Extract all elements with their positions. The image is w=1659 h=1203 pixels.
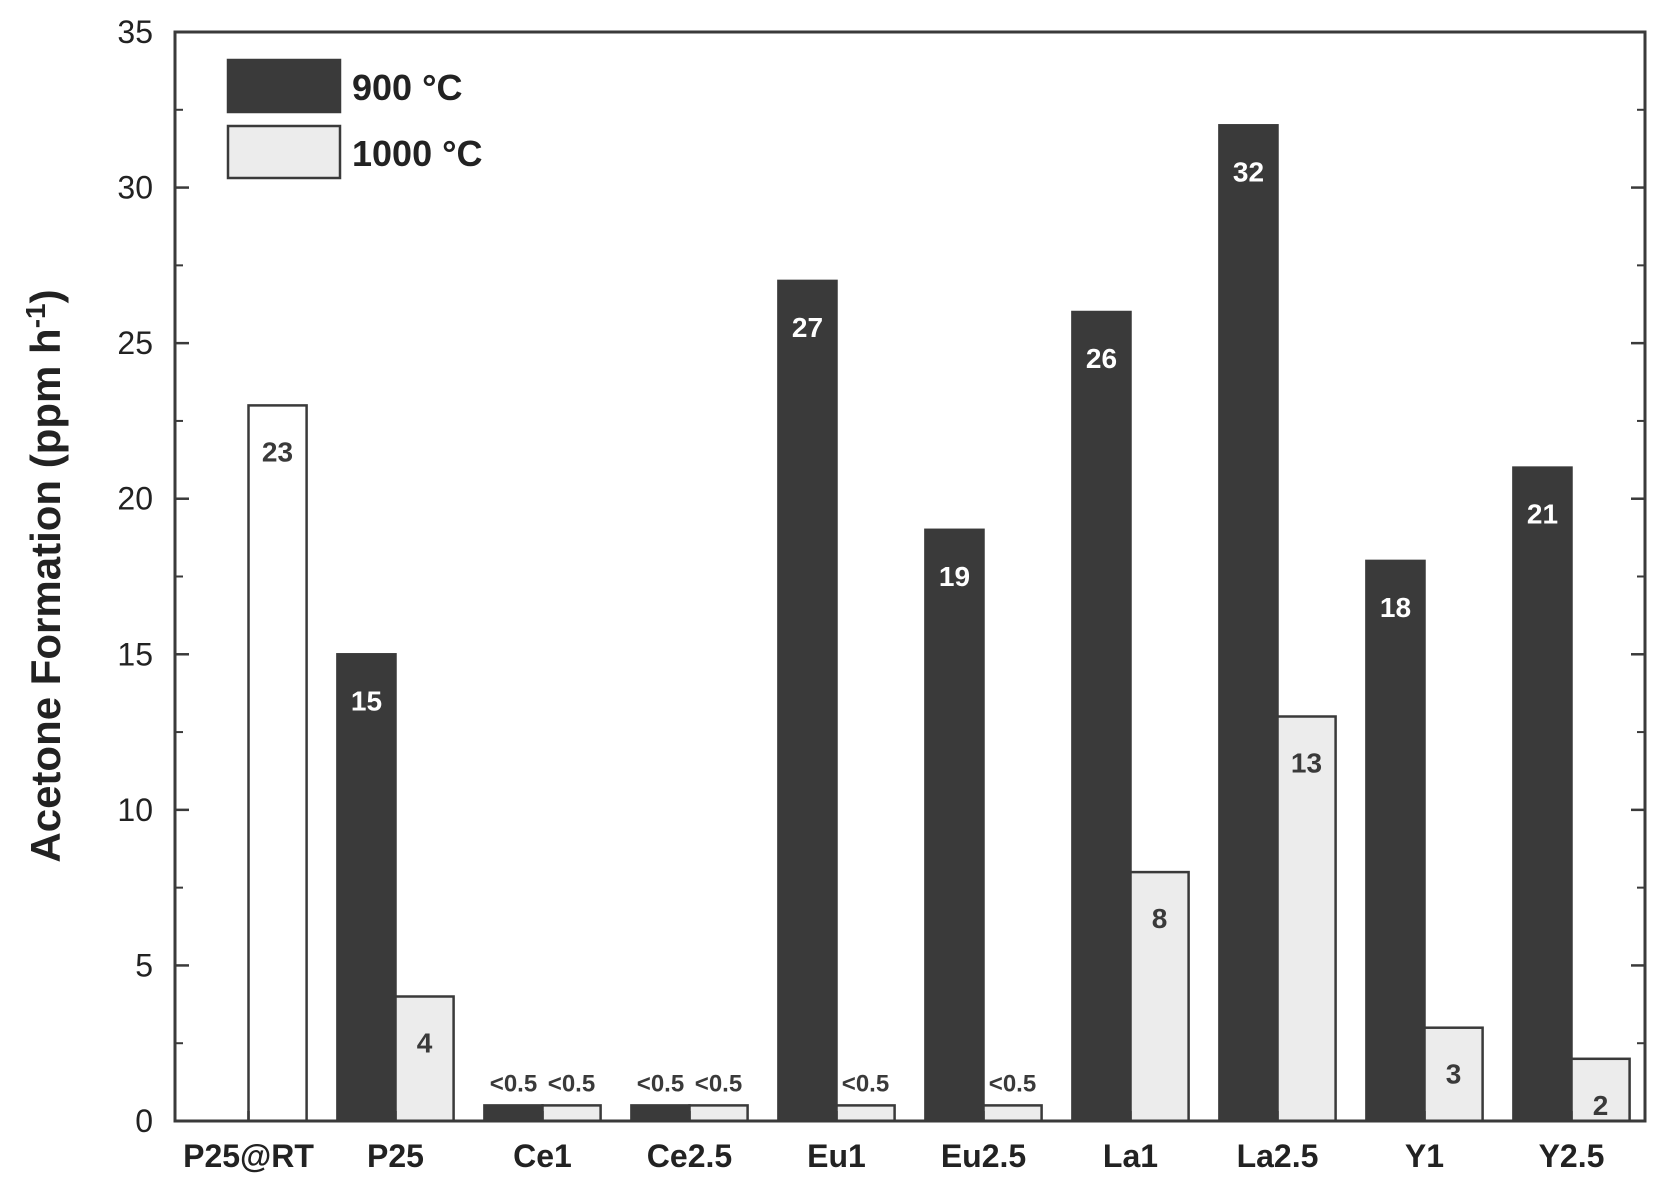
legend-swatch: [226, 58, 342, 114]
y-axis-label: Acetone Formation (ppm h-1): [20, 289, 70, 862]
y-tick-label: 15: [117, 636, 153, 672]
bar-data-label: 3: [1446, 1059, 1462, 1090]
x-tick-label: P25@RT: [183, 1138, 314, 1174]
x-tick-label: Eu2.5: [941, 1138, 1026, 1174]
x-axis: P25@RT P25 Ce1 Ce2.5 Eu1 Eu2.5 La1 La2.5 Y1 Y2.5: [183, 1111, 1604, 1174]
bar-data-label: <0.5: [490, 1070, 537, 1097]
bar-y1-series-1: [1365, 559, 1426, 1123]
bar-eu1-series-1: [777, 279, 838, 1123]
bar-data-label: 26: [1086, 343, 1117, 374]
y-tick-label: 25: [117, 325, 153, 361]
bar-data-label: 21: [1527, 499, 1558, 530]
bar-data-label: <0.5: [637, 1070, 684, 1097]
bar-p25-series-2: [394, 995, 455, 1123]
legend-swatch: [226, 124, 342, 180]
bar-p25-series-1: [336, 653, 397, 1123]
y-tick-label: 20: [117, 481, 153, 517]
x-tick-label: Y2.5: [1539, 1138, 1605, 1174]
bar-data-label: 32: [1233, 156, 1264, 187]
x-tick-label: La2.5: [1237, 1138, 1319, 1174]
bar-data-label: <0.5: [842, 1070, 889, 1097]
bar-la2-5-series-2: [1276, 715, 1337, 1123]
x-tick-label: La1: [1103, 1138, 1158, 1174]
y-tick-label: 5: [135, 947, 153, 983]
x-tick-label: Ce1: [513, 1138, 572, 1174]
y-tick-label: 35: [117, 14, 153, 50]
bar-la2-5-series-1: [1218, 124, 1279, 1123]
bar-data-label: <0.5: [548, 1070, 595, 1097]
bars-layer: [247, 124, 1631, 1123]
bar-y2-5-series-2: [1570, 1057, 1631, 1123]
legend: 900 °C 1000 °C: [226, 58, 482, 180]
bar-ce1-series-2: [541, 1104, 602, 1123]
bar-eu1-series-2: [835, 1104, 896, 1123]
bar-ce2-5-series-2: [688, 1104, 749, 1123]
bar-la1-series-1: [1071, 310, 1132, 1123]
bar-ce1-series-1: [483, 1104, 544, 1123]
bar-data-label: 18: [1380, 592, 1411, 623]
legend-label: 1000 °C: [352, 133, 482, 174]
bar-data-label: 8: [1152, 903, 1168, 934]
y-tick-label: 30: [117, 170, 153, 206]
bar-y2-5-series-1: [1512, 466, 1573, 1123]
bar-p25-rt-series-2: [247, 404, 308, 1123]
y-axis: 0 5 10 15 20 25 30 35: [117, 14, 1645, 1139]
bar-data-label: 27: [792, 312, 823, 343]
x-tick-label: Y1: [1405, 1138, 1444, 1174]
bar-eu2-5-series-1: [924, 528, 985, 1123]
bar-data-label: <0.5: [989, 1070, 1036, 1097]
x-tick-label: Ce2.5: [647, 1138, 732, 1174]
y-tick-label: 0: [135, 1103, 153, 1139]
bar-data-label: 23: [262, 436, 293, 467]
legend-label: 900 °C: [352, 67, 462, 108]
bar-data-label: 2: [1593, 1090, 1609, 1121]
bar-data-label: 19: [939, 561, 970, 592]
bar-data-label: 13: [1291, 748, 1322, 779]
x-tick-label: P25: [367, 1138, 424, 1174]
bar-data-label: 4: [417, 1028, 433, 1059]
bar-la1-series-2: [1129, 870, 1190, 1123]
y-tick-label: 10: [117, 792, 153, 828]
bar-ce2-5-series-1: [630, 1104, 691, 1123]
bar-eu2-5-series-2: [982, 1104, 1043, 1123]
bar-data-label: <0.5: [695, 1070, 742, 1097]
y-axis-label-superscript: -1: [20, 303, 51, 328]
bar-data-label: 15: [351, 685, 382, 716]
x-tick-label: Eu1: [807, 1138, 866, 1174]
